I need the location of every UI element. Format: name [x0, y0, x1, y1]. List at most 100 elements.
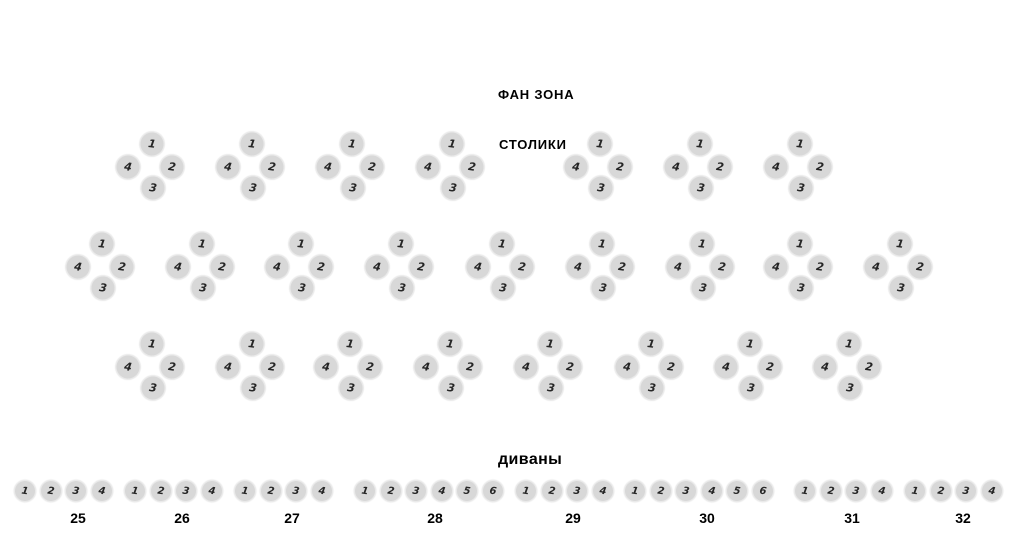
table-seat-2[interactable]: 2 — [109, 254, 135, 280]
table-seat-3[interactable]: 3 — [788, 175, 814, 201]
table-seat-1[interactable]: 1 — [439, 131, 465, 157]
table-seat-2[interactable]: 2 — [709, 254, 735, 280]
table-seat-4[interactable]: 4 — [264, 254, 290, 280]
sofa-seat-3[interactable]: 3 — [284, 479, 308, 503]
table-seat-3[interactable]: 3 — [140, 375, 166, 401]
table-seat-2[interactable]: 2 — [658, 354, 684, 380]
table-seat-2[interactable]: 2 — [459, 154, 485, 180]
table-seat-1[interactable]: 1 — [89, 231, 115, 257]
table-seat-2[interactable]: 2 — [907, 254, 933, 280]
sofa-seat-4[interactable]: 4 — [90, 479, 114, 503]
table-seat-3[interactable]: 3 — [688, 175, 714, 201]
sofa-seat-4[interactable]: 4 — [700, 479, 724, 503]
table-seat-3[interactable]: 3 — [837, 375, 863, 401]
table-seat-1[interactable]: 1 — [638, 331, 664, 357]
table-seat-4[interactable]: 4 — [614, 354, 640, 380]
table-seat-2[interactable]: 2 — [707, 154, 733, 180]
sofa-seat-2[interactable]: 2 — [149, 479, 172, 503]
table-seat-2[interactable]: 2 — [308, 254, 334, 280]
table-seat-2[interactable]: 2 — [457, 354, 483, 380]
table-seat-2[interactable]: 2 — [609, 254, 635, 280]
sofa-seat-1[interactable]: 1 — [514, 479, 538, 503]
table-seat-1[interactable]: 1 — [737, 331, 763, 357]
sofa-seat-1[interactable]: 1 — [623, 479, 647, 503]
table-seat-1[interactable]: 1 — [589, 231, 615, 257]
table-seat-3[interactable]: 3 — [240, 175, 266, 201]
table-seat-1[interactable]: 1 — [337, 331, 363, 357]
table-seat-2[interactable]: 2 — [408, 254, 434, 280]
table-seat-3[interactable]: 3 — [90, 275, 116, 301]
sofa-seat-4[interactable]: 4 — [430, 479, 454, 503]
table-seat-2[interactable]: 2 — [807, 254, 833, 280]
sofa-seat-2[interactable]: 2 — [819, 479, 842, 503]
sofa-seat-2[interactable]: 2 — [929, 479, 952, 503]
sofa-seat-1[interactable]: 1 — [353, 479, 377, 503]
table-seat-3[interactable]: 3 — [590, 275, 616, 301]
table-seat-3[interactable]: 3 — [140, 175, 166, 201]
table-seat-2[interactable]: 2 — [259, 154, 285, 180]
sofa-seat-6[interactable]: 6 — [751, 479, 775, 503]
sofa-seat-1[interactable]: 1 — [793, 479, 817, 503]
sofa-seat-2[interactable]: 2 — [259, 479, 282, 503]
table-seat-2[interactable]: 2 — [557, 354, 583, 380]
table-seat-4[interactable]: 4 — [364, 254, 390, 280]
table-seat-4[interactable]: 4 — [565, 254, 591, 280]
table-seat-3[interactable]: 3 — [788, 275, 814, 301]
table-seat-3[interactable]: 3 — [240, 375, 266, 401]
table-seat-4[interactable]: 4 — [763, 254, 789, 280]
sofa-seat-3[interactable]: 3 — [565, 479, 589, 503]
table-seat-1[interactable]: 1 — [537, 331, 563, 357]
table-seat-4[interactable]: 4 — [812, 354, 838, 380]
table-seat-3[interactable]: 3 — [538, 375, 564, 401]
sofa-seat-3[interactable]: 3 — [404, 479, 428, 503]
table-seat-3[interactable]: 3 — [588, 175, 614, 201]
sofa-seat-2[interactable]: 2 — [379, 479, 402, 503]
table-seat-1[interactable]: 1 — [787, 231, 813, 257]
table-seat-1[interactable]: 1 — [239, 331, 265, 357]
sofa-seat-4[interactable]: 4 — [591, 479, 615, 503]
sofa-seat-2[interactable]: 2 — [39, 479, 62, 503]
table-seat-3[interactable]: 3 — [639, 375, 665, 401]
table-seat-3[interactable]: 3 — [389, 275, 415, 301]
table-seat-1[interactable]: 1 — [339, 131, 365, 157]
sofa-seat-6[interactable]: 6 — [481, 479, 505, 503]
table-seat-4[interactable]: 4 — [215, 354, 241, 380]
table-seat-4[interactable]: 4 — [663, 154, 689, 180]
table-seat-2[interactable]: 2 — [856, 354, 882, 380]
table-seat-4[interactable]: 4 — [863, 254, 889, 280]
sofa-seat-4[interactable]: 4 — [310, 479, 334, 503]
table-seat-3[interactable]: 3 — [190, 275, 216, 301]
sofa-seat-1[interactable]: 1 — [13, 479, 37, 503]
table-seat-3[interactable]: 3 — [888, 275, 914, 301]
table-seat-1[interactable]: 1 — [887, 231, 913, 257]
sofa-seat-4[interactable]: 4 — [200, 479, 224, 503]
table-seat-3[interactable]: 3 — [738, 375, 764, 401]
sofa-seat-2[interactable]: 2 — [540, 479, 563, 503]
table-seat-1[interactable]: 1 — [189, 231, 215, 257]
table-seat-1[interactable]: 1 — [587, 131, 613, 157]
table-seat-1[interactable]: 1 — [787, 131, 813, 157]
sofa-seat-4[interactable]: 4 — [870, 479, 894, 503]
table-seat-4[interactable]: 4 — [713, 354, 739, 380]
table-seat-2[interactable]: 2 — [159, 154, 185, 180]
table-seat-4[interactable]: 4 — [165, 254, 191, 280]
table-seat-1[interactable]: 1 — [489, 231, 515, 257]
table-seat-1[interactable]: 1 — [239, 131, 265, 157]
table-seat-4[interactable]: 4 — [313, 354, 339, 380]
table-seat-4[interactable]: 4 — [215, 154, 241, 180]
table-seat-4[interactable]: 4 — [115, 354, 141, 380]
table-seat-4[interactable]: 4 — [513, 354, 539, 380]
table-seat-1[interactable]: 1 — [687, 131, 713, 157]
table-seat-1[interactable]: 1 — [139, 331, 165, 357]
table-seat-1[interactable]: 1 — [689, 231, 715, 257]
table-seat-3[interactable]: 3 — [340, 175, 366, 201]
table-seat-2[interactable]: 2 — [509, 254, 535, 280]
table-seat-2[interactable]: 2 — [159, 354, 185, 380]
table-seat-4[interactable]: 4 — [65, 254, 91, 280]
table-seat-4[interactable]: 4 — [465, 254, 491, 280]
table-seat-3[interactable]: 3 — [438, 375, 464, 401]
table-seat-2[interactable]: 2 — [209, 254, 235, 280]
table-seat-3[interactable]: 3 — [690, 275, 716, 301]
table-seat-2[interactable]: 2 — [757, 354, 783, 380]
sofa-seat-1[interactable]: 1 — [233, 479, 257, 503]
